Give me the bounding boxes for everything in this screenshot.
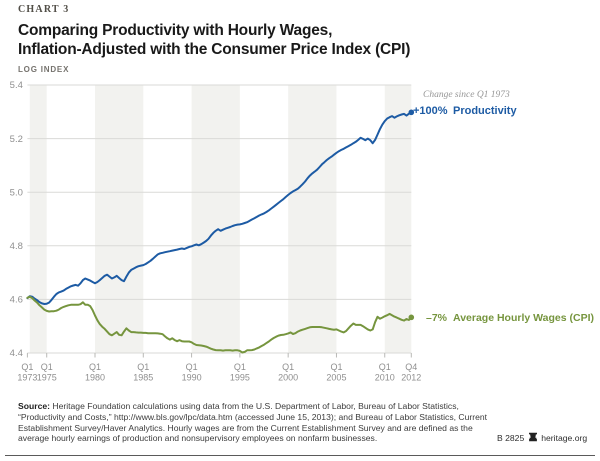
x-tick-year: 1975 <box>37 373 57 383</box>
change-note: Change since Q1 1973 <box>423 90 510 100</box>
chart-title-line1: Comparing Productivity with Hourly Wages… <box>18 22 333 39</box>
wages-line-label: –7% Average Hourly Wages (CPI) <box>413 312 594 324</box>
y-tick-label: 4.4 <box>10 348 23 359</box>
source-label: Source: <box>18 401 50 411</box>
productivity-change-value: +100% <box>413 105 448 117</box>
shaded-band <box>191 85 240 353</box>
wages-change-value: –7% <box>425 312 447 324</box>
bottom-divider <box>5 455 595 456</box>
productivity-line-label: +100% Productivity <box>413 105 517 117</box>
y-axis-title: LOG INDEX <box>18 65 70 74</box>
productivity-line-end-dot <box>408 109 415 116</box>
y-tick-label: 5.0 <box>10 187 23 198</box>
x-tick-quarter: Q1 <box>21 362 33 372</box>
x-tick-year: 1973 <box>17 373 37 383</box>
shaded-band <box>384 85 412 353</box>
x-tick-quarter: Q1 <box>379 362 391 372</box>
y-tick-label: 4.6 <box>10 295 23 306</box>
y-axis-labels: 5.4 5.2 5.0 4.8 4.6 4.4 <box>10 80 23 359</box>
x-tick-quarter: Q1 <box>234 362 246 372</box>
x-tick-quarter: Q1 <box>186 362 198 372</box>
y-tick-label: 4.8 <box>10 241 23 252</box>
wages-line-end-dot <box>408 314 415 321</box>
productivity-line-path <box>26 111 413 305</box>
chart-title: Comparing Productivity with Hourly Wages… <box>18 21 410 59</box>
shaded-band <box>95 85 144 353</box>
source-note: Source: Heritage Foundation calculations… <box>18 401 490 444</box>
line-chart-plot: 5.45.25.04.84.64.4Q11973Q11975Q11980Q119… <box>10 80 422 383</box>
heritage-url[interactable]: heritage.org <box>541 433 588 443</box>
document-id: B 2825 <box>497 433 525 443</box>
x-tick-year: 2005 <box>326 373 346 383</box>
x-tick-quarter: Q1 <box>137 362 149 372</box>
x-tick-quarter: Q1 <box>41 362 53 372</box>
source-text: Heritage Foundation calculations using d… <box>18 401 488 444</box>
x-tick-year: 1980 <box>85 373 105 383</box>
x-tick-quarter: Q4 <box>405 362 417 372</box>
x-tick-year: 2010 <box>375 373 395 383</box>
productivity-series-name: Productivity <box>453 105 517 117</box>
gridlines <box>27 84 412 354</box>
y-tick-label: 5.4 <box>10 80 23 91</box>
x-tick-quarter: Q1 <box>89 362 101 372</box>
x-tick-quarter: Q1 <box>282 362 294 372</box>
x-tick-quarter: Q1 <box>330 362 342 372</box>
wages-series-name: Average Hourly Wages (CPI) <box>453 312 595 324</box>
chart-title-line2: Inflation-Adjusted with the Consumer Pri… <box>18 41 411 58</box>
x-axis: Q11973Q11975Q11980Q11985Q11990Q11995Q120… <box>17 353 421 383</box>
heritage-bell-icon <box>528 432 538 444</box>
shaded-band <box>29 85 47 353</box>
x-tick-year: 2012 <box>401 373 421 383</box>
x-tick-year: 1995 <box>230 373 250 383</box>
wages-line <box>26 295 415 354</box>
footer-right: B 2825 heritage.org <box>497 432 587 444</box>
wages-line-path <box>26 295 413 354</box>
x-tick-year: 2000 <box>278 373 298 383</box>
chart-number: CHART 3 <box>18 4 70 15</box>
productivity-line <box>26 109 415 305</box>
shaded-bands <box>29 85 412 353</box>
x-tick-year: 1990 <box>182 373 202 383</box>
y-tick-label: 5.2 <box>10 134 23 145</box>
shaded-band <box>288 85 337 353</box>
x-tick-year: 1985 <box>133 373 153 383</box>
